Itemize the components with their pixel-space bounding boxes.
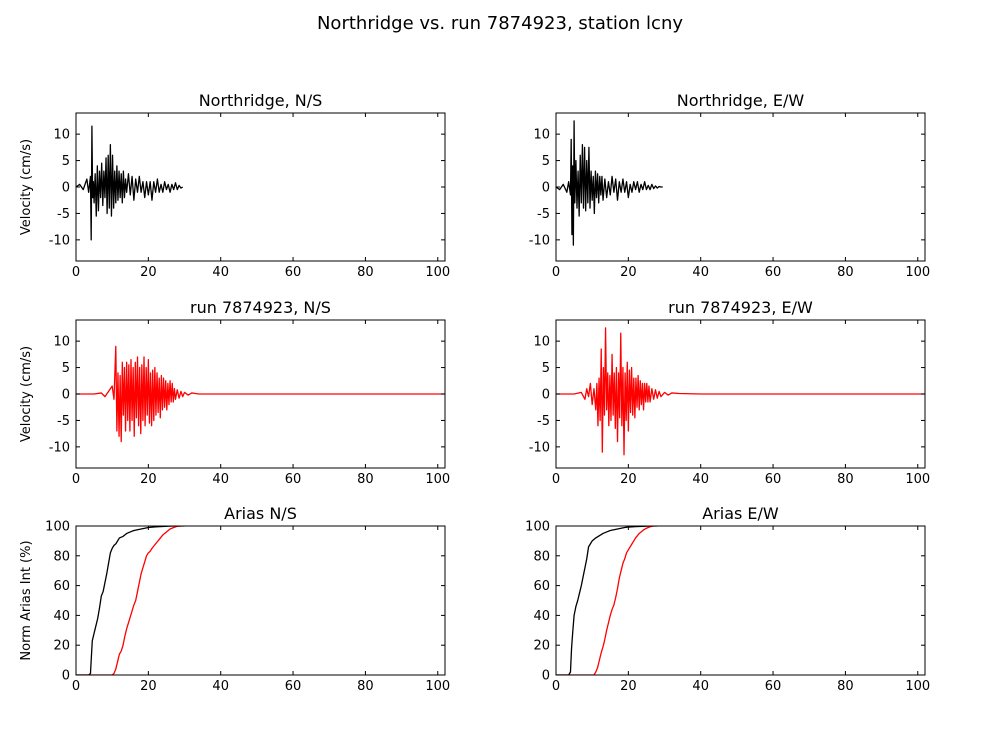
x-tick-label: 40 xyxy=(212,472,229,487)
x-tick-label: 0 xyxy=(72,472,80,487)
x-tick-label: 20 xyxy=(140,679,157,694)
x-tick-label: 60 xyxy=(765,679,782,694)
y-tick-label: 10 xyxy=(53,335,70,350)
x-tick-label: 80 xyxy=(837,472,854,487)
y-tick-label: -5 xyxy=(57,414,70,429)
x-tick-label: 40 xyxy=(212,265,229,280)
subplot-ns-observed: 0 20 40 60 80 100 -10 -5 0 5 10 Northridge, N/S Velo… xyxy=(19,91,450,280)
y-tick-label: 80 xyxy=(53,549,70,564)
x-tick-label: 100 xyxy=(905,679,930,694)
x-tick-label: 100 xyxy=(425,679,450,694)
y-tick-label: 5 xyxy=(62,154,70,169)
y-tick-label: 0 xyxy=(62,388,70,403)
x-tick-label: 60 xyxy=(285,265,302,280)
x-tick-label: 60 xyxy=(765,472,782,487)
x-tick-label: 0 xyxy=(552,265,560,280)
y-tick-label: -10 xyxy=(49,233,70,248)
x-tick-label: 20 xyxy=(620,265,637,280)
x-tick-label: 80 xyxy=(837,265,854,280)
x-tick-label: 0 xyxy=(72,265,80,280)
x-tick-label: 40 xyxy=(692,265,709,280)
subplot-ns-simulated: 0 20 40 60 80 100 -10 -5 0 5 10 run 7874923, N/S Vel… xyxy=(19,298,450,487)
subplot-title: run 7874923, N/S xyxy=(190,298,331,317)
subplot-ew-observed: 0 20 40 60 80 100 -10 -5 0 5 10 Northridge, E/W xyxy=(529,91,930,280)
y-tick-label: 20 xyxy=(53,639,70,654)
y-tick-label: 10 xyxy=(533,128,550,143)
y-tick-label: 0 xyxy=(542,669,550,684)
y-tick-label: 0 xyxy=(542,388,550,403)
x-tick-label: 40 xyxy=(212,679,229,694)
y-tick-label: 40 xyxy=(533,609,550,624)
x-tick-label: 20 xyxy=(620,472,637,487)
y-tick-label: -5 xyxy=(57,207,70,222)
plot-frame xyxy=(555,525,926,676)
series-line-simulated xyxy=(556,526,654,675)
y-tick-label: 10 xyxy=(533,335,550,350)
y-tick-label: 0 xyxy=(62,669,70,684)
series-line-observed xyxy=(556,526,658,675)
subplot-title: Arias N/S xyxy=(224,504,297,523)
series-line-observed xyxy=(556,120,663,246)
subplot-ew-simulated: 0 20 40 60 80 100 -10 -5 0 5 10 run 7874923, E/W xyxy=(529,298,930,487)
x-tick-label: 20 xyxy=(140,265,157,280)
series-line-observed xyxy=(76,526,185,675)
y-axis-label: Velocity (cm/s) xyxy=(19,346,34,442)
y-tick-label: 60 xyxy=(533,579,550,594)
x-tick-label: 100 xyxy=(425,265,450,280)
y-tick-label: 5 xyxy=(542,154,550,169)
y-tick-label: 0 xyxy=(62,181,70,196)
y-tick-label: 0 xyxy=(542,181,550,196)
x-tick-label: 100 xyxy=(905,265,930,280)
y-tick-label: -5 xyxy=(537,207,550,222)
x-tick-label: 100 xyxy=(425,472,450,487)
x-tick-label: 0 xyxy=(552,472,560,487)
y-tick-label: -10 xyxy=(49,440,70,455)
y-tick-label: 40 xyxy=(53,609,70,624)
subplot-title: Northridge, N/S xyxy=(199,91,323,110)
x-tick-label: 20 xyxy=(620,679,637,694)
x-tick-label: 80 xyxy=(357,265,374,280)
series-line-simulated xyxy=(76,526,181,675)
figure-title: Northridge vs. run 7874923, station lcny xyxy=(317,13,683,34)
series-line-simulated xyxy=(76,345,445,443)
x-tick-label: 80 xyxy=(837,679,854,694)
y-tick-label: 5 xyxy=(62,361,70,376)
x-tick-label: 0 xyxy=(552,679,560,694)
y-tick-label: 20 xyxy=(533,639,550,654)
x-tick-label: 80 xyxy=(357,679,374,694)
subplot-ew-arias: 0 20 40 60 80 100 0 20 40 60 80 100 Arias E/W xyxy=(525,504,930,694)
y-tick-label: -10 xyxy=(529,233,550,248)
x-tick-label: 100 xyxy=(905,472,930,487)
x-tick-label: 0 xyxy=(72,679,80,694)
y-tick-label: -10 xyxy=(529,440,550,455)
y-tick-label: -5 xyxy=(537,414,550,429)
y-axis-label: Velocity (cm/s) xyxy=(19,139,34,235)
subplot-title: Arias E/W xyxy=(702,504,779,523)
y-axis-label: Norm Arias Int (%) xyxy=(19,540,34,660)
subplot-title: Northridge, E/W xyxy=(677,91,805,110)
x-tick-label: 20 xyxy=(140,472,157,487)
series-line-observed xyxy=(76,125,184,241)
x-tick-label: 40 xyxy=(692,472,709,487)
y-tick-label: 5 xyxy=(542,361,550,376)
x-tick-label: 60 xyxy=(285,679,302,694)
plot-frame xyxy=(75,525,446,676)
series-line-simulated xyxy=(556,327,925,456)
x-tick-label: 60 xyxy=(765,265,782,280)
y-tick-label: 100 xyxy=(45,520,70,535)
x-tick-label: 60 xyxy=(285,472,302,487)
y-tick-label: 10 xyxy=(53,128,70,143)
subplot-title: run 7874923, E/W xyxy=(668,298,813,317)
y-tick-label: 60 xyxy=(53,579,70,594)
subplot-ns-arias: 0 20 40 60 80 100 0 20 40 60 80 100 Arias N/S Norm Ar… xyxy=(19,504,450,694)
x-tick-label: 40 xyxy=(692,679,709,694)
x-tick-label: 80 xyxy=(357,472,374,487)
y-tick-label: 100 xyxy=(525,520,550,535)
y-tick-label: 80 xyxy=(533,549,550,564)
